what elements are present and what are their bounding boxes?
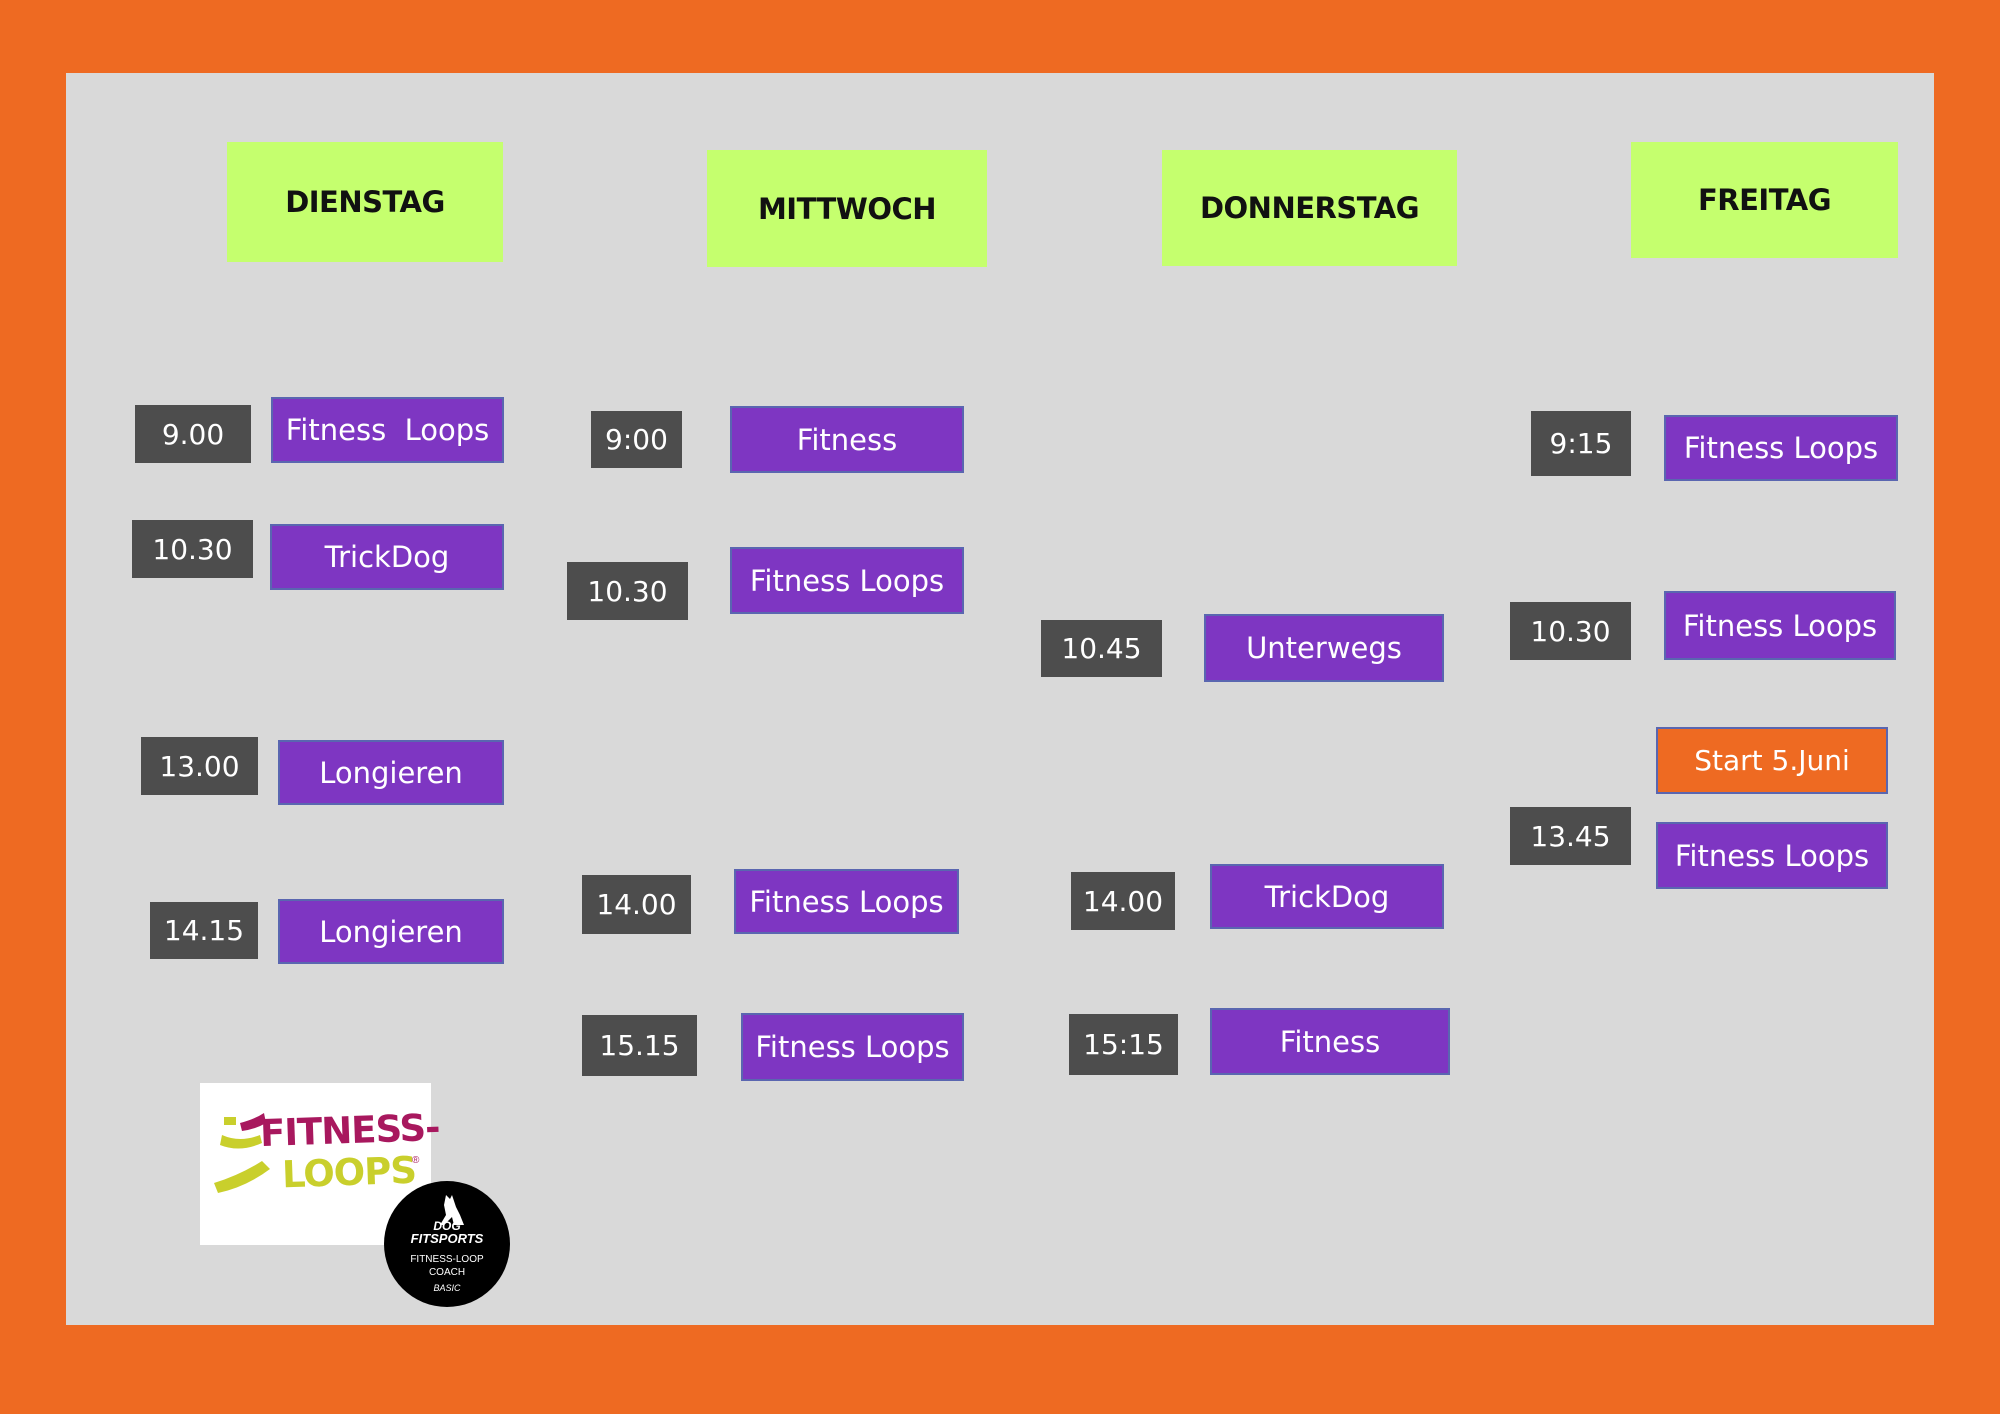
day-header-wednesday: MITTWOCH	[707, 150, 987, 267]
time-slot: 9.00	[135, 405, 251, 463]
badge-line-1: FITNESS-LOOP	[410, 1254, 484, 1265]
class-slot[interactable]: Fitness Loops	[1664, 591, 1896, 660]
class-slot[interactable]: Fitness Loops	[741, 1013, 964, 1081]
class-slot[interactable]: Unterwegs	[1204, 614, 1444, 682]
dog-fitsports-badge: DOG FITSPORTS FITNESS-LOOP COACH BASIC	[384, 1181, 510, 1307]
time-slot: 14.00	[1071, 872, 1175, 930]
class-slot[interactable]: Fitness	[730, 406, 964, 473]
time-slot: 15:15	[1069, 1014, 1178, 1075]
class-slot[interactable]: Fitness Loops	[271, 397, 504, 463]
badge-brand-top: DOG	[433, 1219, 461, 1233]
class-slot[interactable]: Fitness Loops	[1664, 415, 1898, 481]
badge-brand-bottom: FITSPORTS	[410, 1231, 484, 1246]
class-slot[interactable]: Longieren	[278, 899, 504, 964]
time-slot: 15.15	[582, 1015, 697, 1076]
time-slot: 10.30	[132, 520, 253, 578]
time-slot: 14.15	[150, 902, 258, 959]
class-slot[interactable]: Fitness Loops	[1656, 822, 1888, 889]
time-slot: 13.00	[141, 737, 258, 795]
time-slot: 9:15	[1531, 411, 1631, 476]
class-slot[interactable]: Fitness Loops	[730, 547, 964, 614]
start-date-note: Start 5.Juni	[1656, 727, 1888, 794]
badge-line-2: COACH	[428, 1267, 466, 1278]
day-header-friday: FREITAG	[1631, 142, 1898, 258]
registered-mark-icon: ®	[412, 1155, 420, 1166]
time-slot: 14.00	[582, 875, 691, 934]
class-slot[interactable]: Fitness	[1210, 1008, 1450, 1075]
time-slot: 9:00	[591, 411, 682, 468]
time-slot: 13.45	[1510, 807, 1631, 865]
dog-silhouette-icon	[440, 1195, 464, 1225]
loops-stripes-icon	[214, 1113, 270, 1193]
day-header-tuesday: DIENSTAG	[227, 142, 503, 262]
time-slot: 10.45	[1041, 620, 1162, 677]
class-slot[interactable]: Longieren	[278, 740, 504, 805]
day-header-thursday: DONNERSTAG	[1162, 150, 1457, 266]
class-slot[interactable]: TrickDog	[270, 524, 504, 590]
class-slot[interactable]: TrickDog	[1210, 864, 1444, 929]
class-slot[interactable]: Fitness Loops	[734, 869, 959, 934]
time-slot: 10.30	[567, 562, 688, 620]
time-slot: 10.30	[1510, 602, 1631, 660]
logo-text-bottom: LOOPS	[281, 1148, 417, 1197]
badge-line-3: BASIC	[433, 1283, 461, 1293]
